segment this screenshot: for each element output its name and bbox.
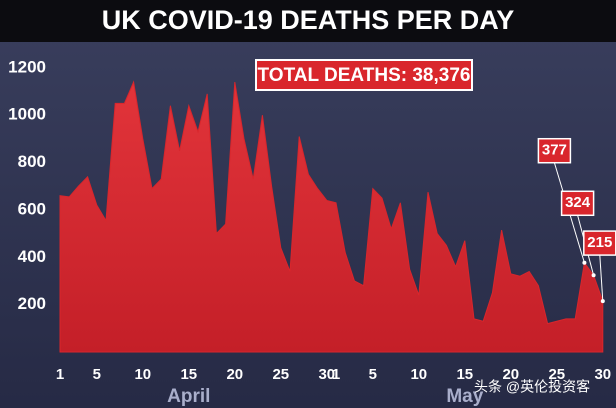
area: [59, 80, 604, 353]
value-box: [537, 137, 572, 164]
month-label: May: [446, 386, 483, 407]
month-label: April: [167, 386, 210, 407]
x-tick-label: 15: [180, 366, 197, 383]
x-tick-label: 10: [134, 366, 151, 383]
chart-title: UK COVID-19 DEATHS PER DAY: [102, 5, 515, 35]
point: [600, 299, 605, 304]
value-label: 324: [565, 194, 591, 211]
y-tick-label: 200: [18, 294, 46, 313]
value-label: 215: [587, 234, 612, 251]
x-tick-label: 15: [456, 366, 473, 383]
x-tick-label: 20: [226, 366, 243, 383]
y-tick-label: 400: [18, 247, 46, 266]
y-tick-label: 800: [18, 152, 46, 171]
annotation: TOTAL DEATHS: 38,376: [258, 65, 471, 86]
x-tick-label: 25: [272, 366, 289, 383]
value-label: 377: [542, 142, 567, 159]
x-tick-label: 1: [332, 366, 340, 383]
value-box: [560, 190, 595, 217]
point: [582, 260, 587, 265]
point: [591, 273, 596, 278]
title-bar: [0, 0, 616, 42]
x-tick-label: 30: [594, 366, 611, 383]
x-tick-label: 25: [548, 366, 565, 383]
x-tick-label: 20: [502, 366, 519, 383]
x-tick-label: 5: [93, 366, 101, 383]
watermark: 头条 @英伦投资客: [474, 379, 590, 395]
x-tick-label: 1: [56, 366, 64, 383]
x-tick-label: 10: [410, 366, 427, 383]
y-tick-label: 600: [18, 199, 46, 218]
leader-line: [599, 255, 604, 302]
value-box: [583, 230, 616, 256]
x-tick-label: 30: [318, 366, 335, 383]
annotation-box: [255, 59, 473, 91]
y-tick-label: 1200: [8, 57, 46, 76]
y-tick-label: 1000: [8, 105, 46, 124]
x-tick-label: 5: [369, 366, 377, 383]
